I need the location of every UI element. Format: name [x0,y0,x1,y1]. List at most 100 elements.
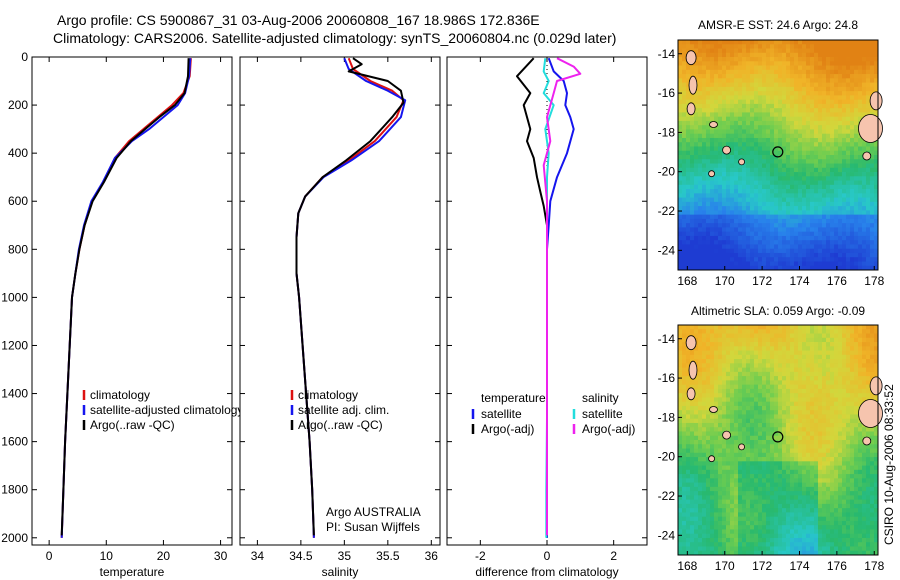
map-cell [790,99,795,105]
map-cell [710,180,715,186]
map-cell [794,78,799,83]
map-cell [770,512,775,518]
map-cell [746,78,751,83]
map-cell [766,520,771,526]
map-cell [854,112,859,118]
map-cell [782,478,787,483]
map-cell [778,129,783,135]
map-cell [814,133,819,139]
legend-label: satellite-adjusted climatology [90,403,243,417]
map-cell [706,418,711,424]
map-cell [770,69,775,75]
map-cell [726,142,731,147]
map-cell [794,248,799,254]
map-cell [702,142,707,147]
map-cell [738,388,743,394]
map-cell [714,150,719,156]
map-cell [798,248,803,254]
map-cell [718,401,723,407]
map-cell [702,422,707,428]
map-cell [730,146,735,152]
map-cell [678,486,683,492]
map-cell [746,86,751,92]
map-cell [726,91,731,96]
map-cell [790,248,795,254]
map-cell [810,146,815,152]
map-cell [682,103,687,109]
map-cell [798,218,803,224]
map-cell [702,69,707,75]
map-cell [690,427,695,432]
map-cell [802,125,807,130]
map-cell [694,150,699,156]
map-cell [766,469,771,475]
map-cell [734,86,739,92]
map-cell [822,457,827,462]
map-cell [774,520,779,526]
map-cell [742,116,747,122]
map-cell [694,431,699,437]
map-cell [766,397,771,403]
map-cell [762,457,767,462]
map-cell [754,214,759,220]
y-tick-label: 2000 [1,531,28,545]
map-cell [698,103,703,109]
map-cell [746,516,751,522]
map-cell [782,125,787,130]
map-cell [794,405,799,411]
map-cell [690,99,695,105]
map-cell [722,354,727,360]
map-cell [786,193,791,198]
map-cell [854,129,859,135]
map-cell [778,537,783,543]
map-cell [794,91,799,96]
map-cell [754,380,759,386]
map-cell [802,231,807,237]
map-cell [682,325,687,330]
map-cell [850,257,855,262]
map-cell [778,546,783,552]
map-cell [702,440,707,445]
map-cell [874,150,879,156]
map-cell [818,461,823,466]
map-cell [814,469,819,475]
map-cell [678,240,683,245]
map-cell [750,74,755,79]
map-cell [758,74,763,79]
map-cell [818,95,823,101]
map-cell [738,520,743,526]
map-cell [698,486,703,492]
map-cell [746,491,751,496]
map-cell [694,167,699,173]
map-cell [718,167,723,173]
map-cell [734,427,739,432]
map-cell [802,482,807,488]
map-cell [682,99,687,105]
map-cell [822,193,827,198]
map-cell [714,418,719,424]
map-cell [790,240,795,245]
map-cell [790,231,795,237]
map-cell [782,78,787,83]
map-cell [822,231,827,237]
map-cell [782,227,787,233]
map-cell [742,48,747,54]
map-cell [734,159,739,164]
map-cell [750,431,755,437]
map-cell [682,197,687,203]
map-cell [726,61,731,66]
map-cell [710,261,715,267]
map-cell [806,210,811,216]
map-cell [838,210,843,216]
map-cell [722,401,727,407]
map-cell [814,359,819,364]
map-cell [754,478,759,483]
map-cell [750,201,755,207]
map-cell [746,486,751,492]
map-cell [746,231,751,237]
map-cell [722,214,727,220]
map-cell [718,499,723,505]
map-cell [774,397,779,403]
map-cell [774,197,779,203]
map-cell [678,142,683,147]
